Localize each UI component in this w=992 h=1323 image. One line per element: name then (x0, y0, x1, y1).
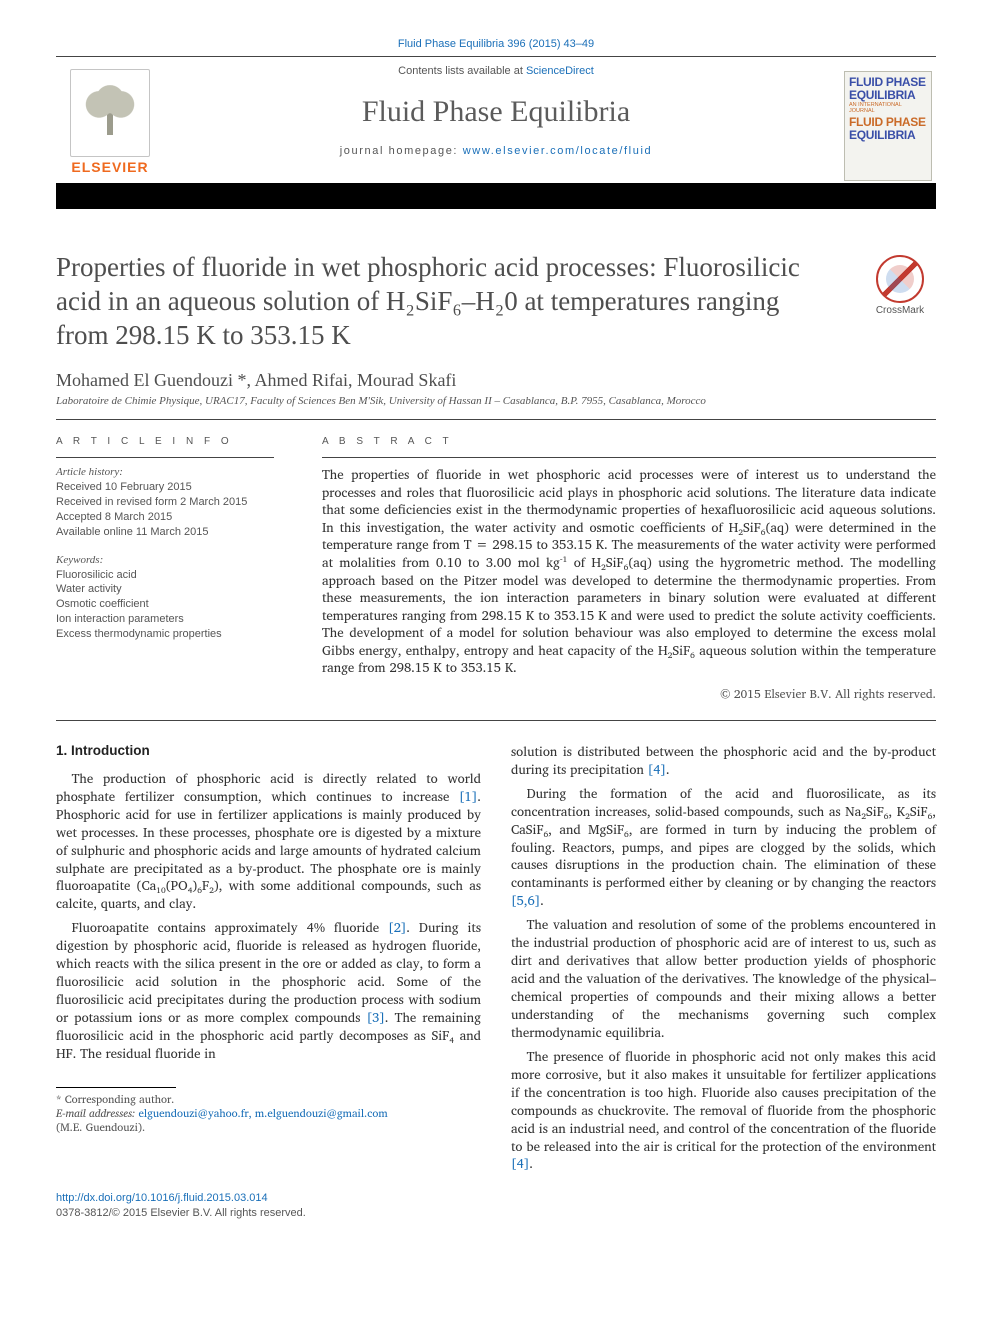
history-line-2: Accepted 8 March 2015 (56, 510, 274, 525)
running-head-citation: Fluid Phase Equilibria 396 (2015) 43–49 (0, 0, 992, 56)
keywords-block: Keywords: Fluorosilicic acid Water activ… (56, 554, 274, 642)
history-line-1: Received in revised form 2 March 2015 (56, 495, 274, 510)
journal-homepage-link[interactable]: www.elsevier.com/locate/fluid (463, 145, 652, 157)
history-head: Article history: (56, 466, 274, 478)
cover-line1: FLUID PHASE (849, 76, 927, 89)
title-block: CrossMark Properties of fluoride in wet … (56, 251, 936, 352)
cover-line2: EQUILIBRIA (849, 89, 927, 102)
publisher-logo-block: ELSEVIER (60, 69, 160, 175)
footnote-emails[interactable]: elguendouzi@yahoo.fr, m.elguendouzi@gmai… (138, 1104, 387, 1122)
page-root: Fluid Phase Equilibria 396 (2015) 43–49 … (0, 0, 992, 1220)
footnote-rule (56, 1087, 176, 1088)
para-r2: The valuation and resolution of some of … (511, 916, 936, 1042)
doi-block: http://dx.doi.org/10.1016/j.fluid.2015.0… (56, 1191, 936, 1220)
publisher-wordmark: ELSEVIER (60, 159, 160, 175)
right-column: solution is distributed between the phos… (511, 743, 936, 1180)
cover-line4: EQUILIBRIA (849, 129, 927, 142)
abstract-copyright: © 2015 Elsevier B.V. All rights reserved… (322, 685, 936, 704)
crossmark-icon (876, 255, 924, 303)
masthead-center: Contents lists available at ScienceDirec… (176, 65, 816, 157)
rule-below-abstract (56, 720, 936, 721)
para-r1: During the formation of the acid and flu… (511, 785, 936, 911)
masthead-black-bar (56, 183, 936, 207)
cover-line3: FLUID PHASE (849, 116, 927, 129)
meta-row: A R T I C L E I N F O Article history: R… (56, 436, 936, 704)
rule-above-meta (56, 419, 936, 420)
article-info-head: A R T I C L E I N F O (56, 436, 274, 447)
journal-homepage-line: journal homepage: www.elsevier.com/locat… (176, 145, 816, 157)
keyword-4: Excess thermodynamic properties (56, 627, 274, 642)
para-l0: The production of phosphoric acid is dir… (56, 770, 481, 914)
keyword-0: Fluorosilicic acid (56, 568, 274, 583)
doi-link[interactable]: http://dx.doi.org/10.1016/j.fluid.2015.0… (56, 1192, 268, 1204)
body-columns: 1. Introduction The production of phosph… (56, 743, 936, 1180)
para-r3: The presence of fluoride in phosphoric a… (511, 1048, 936, 1174)
abstract-column: A B S T R A C T The properties of fluori… (322, 436, 936, 704)
keyword-1: Water activity (56, 582, 274, 597)
left-column: 1. Introduction The production of phosph… (56, 743, 481, 1180)
contents-line: Contents lists available at ScienceDirec… (176, 65, 816, 77)
article-title: Properties of fluoride in wet phosphoric… (56, 251, 836, 352)
abstract-head: A B S T R A C T (322, 436, 936, 447)
section-head-intro: 1. Introduction (56, 743, 481, 758)
authors-line: Mohamed El Guendouzi *, Ahmed Rifai, Mou… (56, 370, 936, 391)
crossmark-label: CrossMark (864, 305, 936, 316)
footnote-block: * Corresponding author. E-mail addresses… (56, 1092, 481, 1135)
history-line-3: Available online 11 March 2015 (56, 525, 274, 540)
footnote-owner: (M.E. Guendouzi). (56, 1120, 481, 1134)
info-rule (56, 457, 274, 458)
contents-prefix: Contents lists available at (398, 65, 526, 77)
homepage-prefix: journal homepage: (340, 145, 463, 157)
para-l1: Fluoroapatite contains approximately 4% … (56, 919, 481, 1063)
abstract-body: The properties of fluoride in wet phosph… (322, 466, 936, 677)
sciencedirect-link[interactable]: ScienceDirect (526, 65, 594, 77)
journal-name: Fluid Phase Equilibria (176, 95, 816, 129)
history-line-0: Received 10 February 2015 (56, 480, 274, 495)
journal-cover-thumb: FLUID PHASE EQUILIBRIA AN INTERNATIONAL … (844, 71, 932, 181)
keyword-3: Ion interaction parameters (56, 612, 274, 627)
keyword-2: Osmotic coefficient (56, 597, 274, 612)
crossmark-badge[interactable]: CrossMark (864, 255, 936, 316)
para-r0: solution is distributed between the phos… (511, 743, 936, 779)
issn-copyright: 0378-3812/© 2015 Elsevier B.V. All right… (56, 1207, 306, 1219)
article-info-column: A R T I C L E I N F O Article history: R… (56, 436, 274, 704)
affiliation-line: Laboratoire de Chimie Physique, URAC17, … (56, 395, 936, 419)
abstract-rule (322, 457, 936, 458)
elsevier-tree-icon (70, 69, 150, 157)
journal-masthead: ELSEVIER Contents lists available at Sci… (56, 56, 936, 209)
keywords-head: Keywords: (56, 554, 274, 566)
cover-subtitle: AN INTERNATIONAL JOURNAL (849, 103, 927, 114)
